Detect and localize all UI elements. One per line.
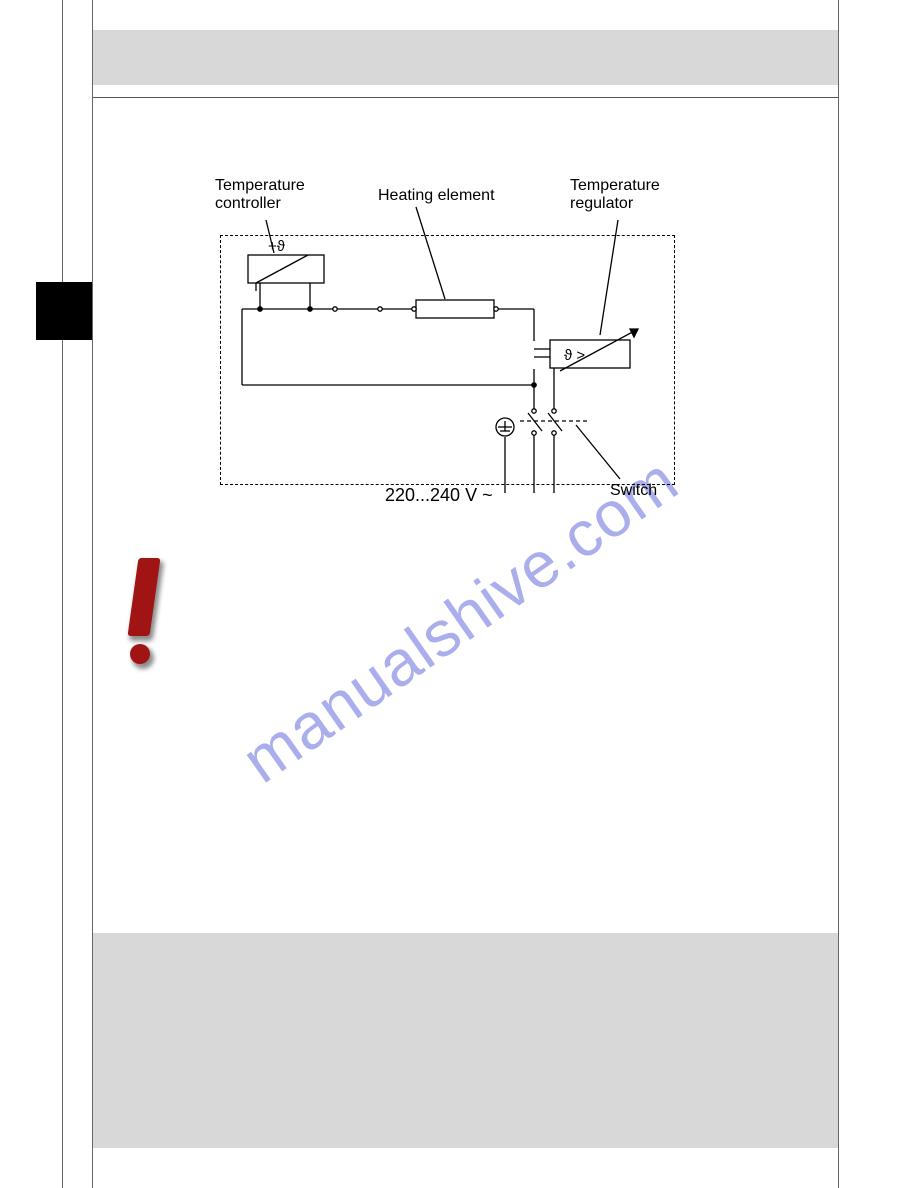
- svg-text:ϑ >: ϑ >: [564, 347, 585, 364]
- svg-text:+ϑ: +ϑ: [268, 238, 286, 255]
- exclamation-bar: [128, 558, 161, 636]
- schematic-svg: +ϑ ϑ >: [220, 165, 690, 525]
- exclamation-dot: [130, 644, 150, 664]
- circuit-diagram: Temperature controller Heating element T…: [220, 165, 690, 525]
- side-tab-black: [36, 282, 92, 340]
- exclamation-icon: [122, 558, 168, 670]
- footer-band: [93, 933, 838, 1148]
- header-underline: [93, 97, 838, 98]
- header-band: [93, 30, 838, 85]
